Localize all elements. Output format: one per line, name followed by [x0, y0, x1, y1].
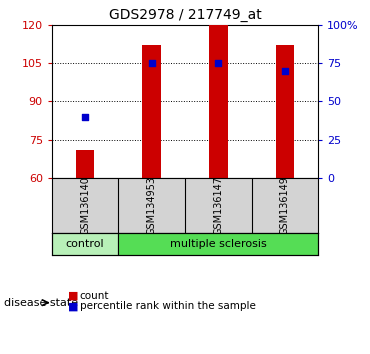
Bar [209, 25, 228, 178]
Text: count: count [80, 291, 109, 301]
Point [82, 114, 88, 120]
Bar [142, 45, 161, 178]
Point [215, 60, 221, 66]
Text: control: control [66, 239, 104, 249]
Text: GSM136140: GSM136140 [80, 176, 90, 235]
Text: ■: ■ [68, 291, 79, 301]
Text: multiple sclerosis: multiple sclerosis [170, 239, 267, 249]
Text: GSM136147: GSM136147 [213, 176, 223, 235]
Bar [118, 233, 318, 255]
Title: GDS2978 / 217749_at: GDS2978 / 217749_at [109, 8, 261, 22]
Text: disease state: disease state [4, 298, 78, 308]
Point [282, 68, 288, 74]
Text: percentile rank within the sample: percentile rank within the sample [80, 301, 255, 311]
Point [149, 60, 155, 66]
Text: GSM134953: GSM134953 [147, 176, 157, 235]
Bar [76, 150, 94, 178]
Text: GSM136149: GSM136149 [280, 176, 290, 235]
Text: ■: ■ [68, 301, 79, 311]
Bar [52, 233, 118, 255]
Bar [276, 45, 294, 178]
